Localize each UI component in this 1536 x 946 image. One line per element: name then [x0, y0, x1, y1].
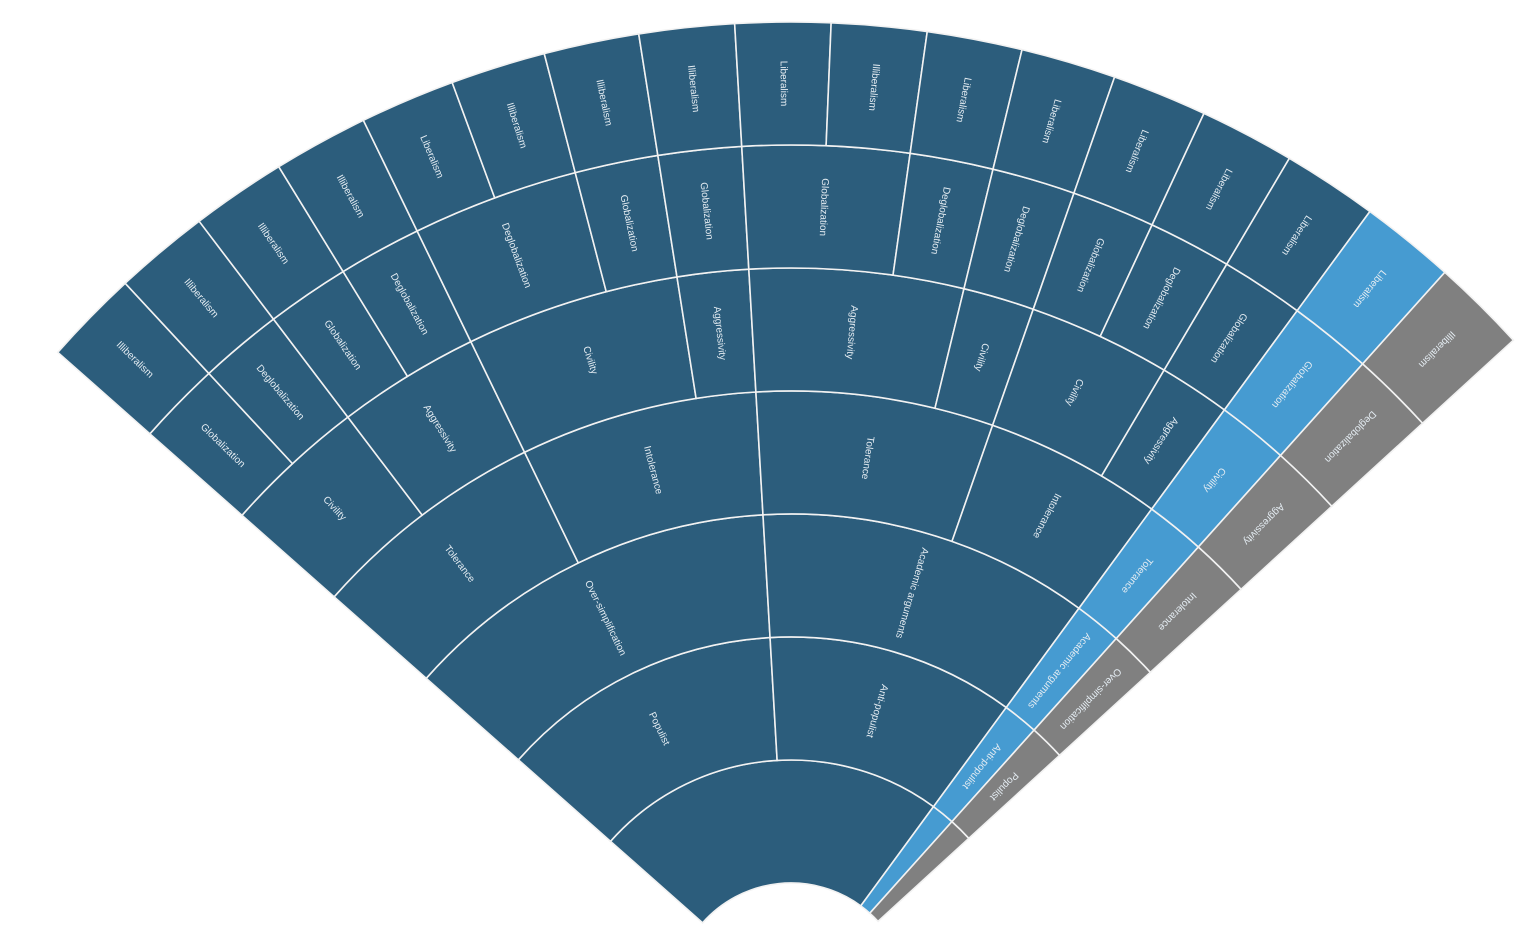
- label-illiberalism: Illiberalism: [685, 65, 701, 113]
- label-aggressivity: Aggressivity: [844, 305, 860, 360]
- label-globalization: Globalization: [817, 178, 830, 236]
- segment-illiberalism[interactable]: [1361, 271, 1515, 425]
- sunburst-segments: [56, 21, 1515, 924]
- label-liberalism: Liberalism: [778, 61, 789, 107]
- label-illiberalism: Illiberalism: [866, 63, 881, 111]
